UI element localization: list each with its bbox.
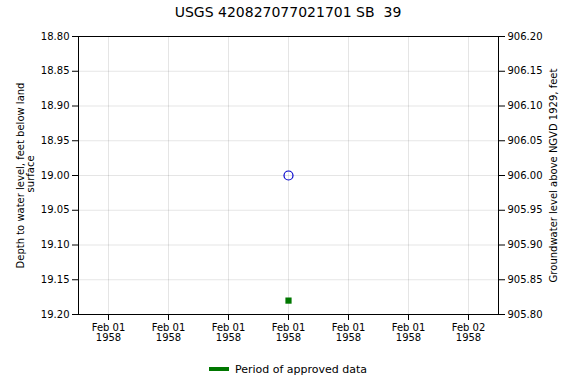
svg-text:905.85: 905.85 (508, 274, 543, 285)
svg-text:905.95: 905.95 (508, 204, 543, 215)
svg-text:905.80: 905.80 (508, 309, 543, 320)
svg-text:906.00: 906.00 (508, 170, 543, 181)
svg-text:Feb 021958: Feb 021958 (452, 322, 486, 343)
svg-text:Feb 011958: Feb 011958 (332, 322, 366, 343)
svg-text:Feb 011958: Feb 011958 (392, 322, 426, 343)
svg-text:905.90: 905.90 (508, 239, 543, 250)
html-text:USGS 420827077021701 SB 39: USGS 420827077021701 SB 39 (174, 4, 402, 20)
svg-text:906.10: 906.10 (508, 100, 543, 111)
svg-text:18.95: 18.95 (41, 135, 70, 146)
html-text:Period of approved data: Period of approved data (234, 362, 368, 376)
svg-text:906.05: 906.05 (508, 135, 543, 146)
svg-text:Feb 011958: Feb 011958 (272, 322, 306, 343)
svg-text:19.20: 19.20 (41, 309, 70, 320)
svg-text:18.80: 18.80 (41, 31, 70, 42)
svg-text:19.10: 19.10 (41, 239, 70, 250)
svg-text:906.15: 906.15 (508, 65, 543, 76)
svg-text:906.20: 906.20 (508, 31, 543, 42)
svg-text:Depth to water level, feet bel: Depth to water level, feet below land su… (15, 83, 36, 269)
svg-text:Feb 011958: Feb 011958 (152, 322, 186, 343)
svg-text:19.00: 19.00 (41, 170, 70, 181)
svg-text:18.90: 18.90 (41, 100, 70, 111)
svg-text:Feb 011958: Feb 011958 (92, 322, 126, 343)
svg-text:19.05: 19.05 (41, 204, 70, 215)
svg-text:Groundwater level above NGVD 1: Groundwater level above NGVD 1929, feet (548, 69, 559, 283)
svg-text:19.15: 19.15 (41, 274, 70, 285)
svg-text:Feb 011958: Feb 011958 (212, 322, 246, 343)
svg-text:18.85: 18.85 (41, 65, 70, 76)
